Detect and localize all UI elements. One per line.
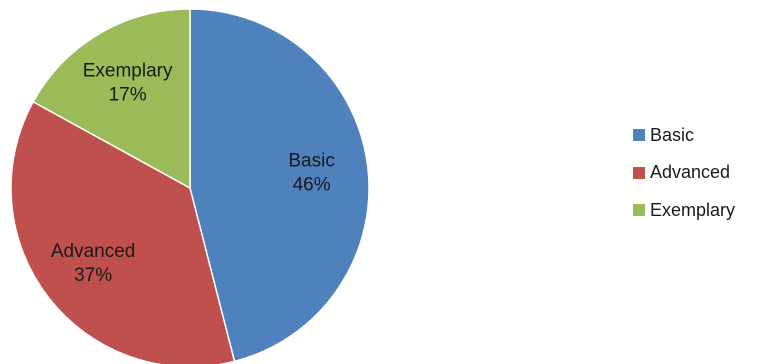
legend-swatch [633, 166, 645, 179]
pie-slices [10, 8, 370, 364]
chart-legend: Basic Advanced Exemplary [633, 124, 735, 237]
pie-slice-basic [189, 8, 370, 363]
data-label-category-advanced: Advanced [51, 241, 136, 262]
legend-label: Basic [650, 124, 695, 145]
pie-chart: Basic 46% Advanced 37% Exemplary 17% [10, 8, 370, 364]
data-label-percent-advanced: 37% [74, 265, 112, 286]
legend-label: Exemplary [650, 199, 736, 220]
legend-label: Advanced [650, 162, 731, 182]
data-label-category-basic: Basic [288, 151, 334, 172]
data-label-percent-exemplary: 17% [109, 85, 147, 106]
legend-item-exemplary: Exemplary [633, 199, 735, 221]
legend-item-basic: Basic [633, 124, 735, 146]
legend-swatch [633, 129, 645, 141]
pie-slice-exemplary [32, 8, 191, 189]
legend-item-advanced: Advanced [633, 162, 735, 184]
pie-slice-advanced [10, 101, 236, 364]
data-label-category-exemplary: Exemplary [83, 61, 173, 82]
legend-swatch [633, 204, 645, 216]
data-label-percent-basic: 46% [293, 175, 331, 196]
pie-data-labels: Basic 46% Advanced 37% Exemplary 17% [51, 61, 335, 287]
